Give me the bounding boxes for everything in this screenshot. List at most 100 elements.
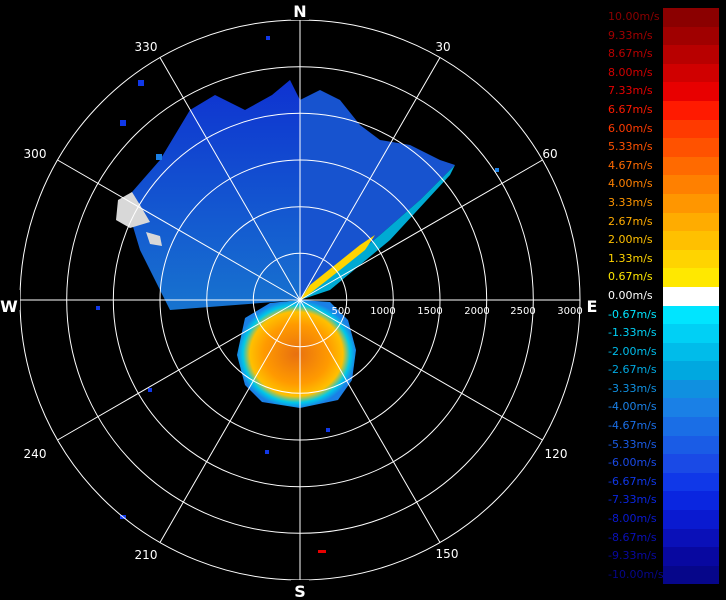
- legend-row: -2.67m/s: [606, 361, 719, 380]
- legend-swatch: [663, 565, 719, 585]
- legend-swatch: [663, 193, 719, 213]
- legend-swatch: [663, 212, 719, 232]
- legend-swatch: [663, 324, 719, 343]
- echo-cell: [138, 80, 144, 86]
- bearing-label-120: 120: [545, 447, 568, 461]
- range-label-3000: 3000: [557, 306, 582, 317]
- echo-clutter-west-2: [146, 232, 162, 246]
- legend-label: 7.33m/s: [608, 84, 653, 98]
- legend-label: -1.33m/s: [608, 326, 657, 340]
- legend-swatch: [663, 305, 719, 325]
- legend-swatch: [663, 417, 719, 436]
- legend-row: 9.33m/s: [606, 26, 719, 46]
- echo-fan-north: [300, 90, 455, 300]
- legend-label: -8.67m/s: [608, 530, 657, 544]
- echo-cell: [96, 306, 100, 310]
- legend-swatch: [663, 119, 719, 139]
- echo-cell: [326, 428, 330, 432]
- legend-row: -0.67m/s: [606, 305, 719, 325]
- radar-plot: N E S W 30 60 120 150 210 240 300 330 50…: [0, 2, 598, 600]
- legend-label: -3.33m/s: [608, 381, 657, 395]
- legend-label: 9.33m/s: [608, 28, 653, 42]
- legend-label: 4.67m/s: [608, 158, 653, 172]
- legend-row: 5.33m/s: [606, 138, 719, 157]
- legend-swatch: [663, 268, 719, 287]
- legend-swatch: [663, 379, 719, 399]
- legend-swatch: [663, 491, 719, 511]
- bearing-label-240: 240: [24, 447, 47, 461]
- legend-swatch: [663, 361, 719, 380]
- legend-row: -8.67m/s: [606, 528, 719, 548]
- legend-label: -7.33m/s: [608, 493, 657, 507]
- legend-label: -6.00m/s: [608, 456, 657, 470]
- legend-row: -1.33m/s: [606, 324, 719, 343]
- legend-label: -6.67m/s: [608, 474, 657, 488]
- legend-swatch: [663, 472, 719, 492]
- legend-label: 5.33m/s: [608, 140, 653, 154]
- legend-swatch: [663, 63, 719, 83]
- legend-row: -5.33m/s: [606, 435, 719, 455]
- legend-swatch: [663, 249, 719, 269]
- legend-label: -2.00m/s: [608, 344, 657, 358]
- legend-swatch: [663, 342, 719, 362]
- echo-cell: [265, 450, 269, 454]
- legend-label: 8.00m/s: [608, 65, 653, 79]
- legend-swatch: [663, 510, 719, 529]
- cardinal-north-label: N: [293, 2, 306, 21]
- echo-cell: [318, 550, 326, 553]
- legend-row: 6.00m/s: [606, 119, 719, 139]
- legend-label: 0.67m/s: [608, 270, 653, 284]
- echo-cell: [495, 168, 499, 172]
- legend-label: -9.33m/s: [608, 549, 657, 563]
- legend-row: 8.67m/s: [606, 45, 719, 64]
- legend-row: -6.00m/s: [606, 454, 719, 473]
- legend-row: 10.00m/s: [606, 8, 719, 27]
- legend-label: 1.33m/s: [608, 251, 653, 265]
- legend-row: -10.00m/s: [606, 565, 719, 585]
- legend-row: 1.33m/s: [606, 249, 719, 269]
- bearing-label-300: 300: [24, 147, 47, 161]
- legend-row: -4.67m/s: [606, 417, 719, 436]
- legend-swatch: [663, 82, 719, 101]
- range-label-1500: 1500: [417, 306, 442, 317]
- echo-cell: [156, 154, 162, 160]
- legend-swatch: [663, 138, 719, 157]
- legend-row: 3.33m/s: [606, 193, 719, 213]
- legend-row: 0.00m/s: [606, 286, 719, 306]
- legend-label: 2.67m/s: [608, 214, 653, 228]
- legend-row: 2.67m/s: [606, 212, 719, 232]
- legend-row: -7.33m/s: [606, 491, 719, 511]
- cardinal-south-label: S: [294, 582, 306, 600]
- legend-label: 3.33m/s: [608, 195, 653, 209]
- legend-label: -2.67m/s: [608, 363, 657, 377]
- azimuth-spokes: [20, 20, 580, 580]
- legend-row: 4.67m/s: [606, 156, 719, 176]
- echo-fan-northwest: [125, 80, 300, 310]
- legend-label: -0.67m/s: [608, 307, 657, 321]
- legend-label: 10.00m/s: [608, 10, 660, 23]
- legend-label: 6.00m/s: [608, 121, 653, 135]
- legend-swatch: [663, 156, 719, 176]
- bearing-label-150: 150: [436, 547, 459, 561]
- legend-row: -3.33m/s: [606, 379, 719, 399]
- legend-label: -10.00m/s: [608, 567, 664, 581]
- bearing-label-330: 330: [135, 40, 158, 54]
- legend-swatch: [663, 286, 719, 306]
- legend-row: 6.67m/s: [606, 100, 719, 120]
- legend-label: -4.67m/s: [608, 419, 657, 433]
- echo-cell: [266, 36, 270, 40]
- bearing-label-60: 60: [542, 147, 557, 161]
- echo-clutter-west: [116, 192, 150, 228]
- legend-label: -8.00m/s: [608, 512, 657, 526]
- cardinal-east-label: E: [587, 297, 598, 316]
- legend-swatch: [663, 100, 719, 120]
- legend-label: 2.00m/s: [608, 233, 653, 247]
- range-label-1000: 1000: [370, 306, 395, 317]
- legend-row: -2.00m/s: [606, 342, 719, 362]
- legend-row: 4.00m/s: [606, 175, 719, 194]
- legend-swatch: [663, 8, 719, 27]
- legend-label: 0.00m/s: [608, 288, 653, 302]
- legend-row: -8.00m/s: [606, 510, 719, 529]
- legend-label: 4.00m/s: [608, 177, 653, 191]
- echo-blob-south: [237, 300, 356, 408]
